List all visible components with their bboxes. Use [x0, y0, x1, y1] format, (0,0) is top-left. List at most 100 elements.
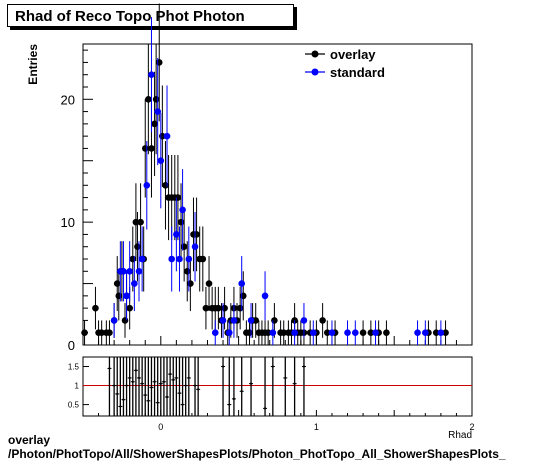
data-point	[143, 181, 151, 189]
data-point	[291, 329, 298, 337]
data-point	[219, 317, 227, 324]
data-point	[120, 267, 127, 275]
data-point	[187, 280, 194, 287]
legend-marker	[311, 50, 319, 58]
x-tick-label: 2	[469, 422, 474, 432]
ratio-point	[271, 365, 274, 368]
data-point	[328, 329, 336, 337]
ratio-point	[172, 378, 175, 381]
data-point	[414, 329, 421, 337]
legend: overlay standard	[305, 47, 385, 80]
ratio-point	[193, 384, 197, 387]
ratio-point	[187, 376, 190, 380]
data-point	[202, 304, 210, 312]
data-point	[135, 267, 143, 275]
data-point	[185, 255, 193, 263]
data-point	[319, 317, 326, 324]
legend-label-standard: standard	[330, 65, 385, 80]
ratio-y-tick-label: 0.5	[68, 401, 80, 410]
ratio-point	[302, 365, 306, 368]
ratio-point	[134, 369, 138, 372]
data-point	[239, 292, 247, 300]
data-point	[126, 304, 133, 312]
data-point	[110, 317, 118, 324]
data-point	[81, 329, 88, 337]
data-point	[180, 243, 188, 251]
legend-label-overlay: overlay	[330, 47, 376, 62]
ratio-point	[232, 397, 236, 400]
data-point	[359, 329, 367, 337]
data-point	[422, 329, 429, 337]
footer-line1: overlay	[8, 433, 51, 447]
data-point	[173, 231, 180, 238]
data-point	[432, 329, 440, 337]
data-point	[193, 231, 200, 238]
y-axis-label: Entries	[26, 44, 40, 85]
data-point	[264, 329, 272, 337]
ratio-point	[116, 392, 119, 396]
ratio-point	[137, 376, 141, 380]
ratio-point	[119, 405, 122, 408]
data-point	[106, 329, 113, 337]
data-point	[121, 317, 129, 324]
x-axis-label: Rhad	[448, 430, 472, 441]
data-point	[131, 280, 138, 287]
data-point	[280, 329, 288, 337]
y-tick-label: 10	[61, 215, 75, 230]
data-point	[141, 145, 149, 152]
data-point	[168, 255, 175, 263]
data-point	[269, 329, 277, 337]
data-point	[215, 304, 222, 312]
legend-marker	[311, 68, 319, 76]
data-point	[372, 329, 379, 337]
ratio-point	[197, 388, 200, 391]
ratio-point	[178, 392, 181, 395]
ratio-point	[221, 365, 225, 368]
series-standard	[110, 17, 445, 345]
ratio-point	[240, 390, 243, 393]
data-point	[211, 329, 219, 337]
ratio-y-tick-label: 1.5	[68, 363, 80, 372]
data-point	[115, 292, 123, 300]
ratio-point	[144, 393, 147, 397]
data-point	[300, 317, 308, 324]
data-point	[177, 218, 185, 226]
ratio-y-tick-label: 1	[75, 382, 80, 391]
ratio-point	[147, 399, 150, 402]
data-point	[367, 329, 375, 337]
data-point	[98, 329, 105, 337]
data-point	[145, 95, 152, 103]
data-point	[137, 218, 144, 226]
data-point	[148, 145, 155, 152]
data-point	[199, 255, 207, 263]
ratio-point	[131, 380, 134, 383]
data-point	[148, 71, 155, 79]
data-point	[176, 255, 183, 263]
data-point	[162, 181, 169, 189]
ratio-plot-frame	[82, 356, 473, 417]
data-point	[442, 329, 449, 337]
data-point	[134, 243, 141, 251]
ratio-point	[181, 403, 184, 406]
ratio-point	[113, 384, 116, 387]
data-point	[191, 243, 199, 251]
data-point	[179, 206, 186, 214]
ratio-point	[159, 382, 162, 385]
data-point	[152, 95, 160, 103]
ratio-point	[156, 401, 159, 404]
data-point	[129, 255, 137, 263]
ratio-point	[108, 367, 111, 370]
data-point	[344, 329, 351, 337]
data-point	[154, 108, 161, 115]
data-point	[352, 329, 359, 337]
ratio-point	[128, 376, 131, 380]
chart-title: Rhad of Reco Topo Phot Photon	[7, 4, 294, 27]
data-point	[261, 292, 269, 300]
ratio-point	[169, 373, 172, 376]
ratio-point	[284, 376, 287, 380]
data-point	[236, 304, 244, 312]
data-point	[155, 59, 163, 66]
data-point	[126, 267, 133, 275]
data-point	[383, 329, 390, 337]
